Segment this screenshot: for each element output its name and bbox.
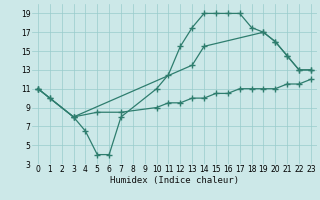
- X-axis label: Humidex (Indice chaleur): Humidex (Indice chaleur): [110, 176, 239, 185]
